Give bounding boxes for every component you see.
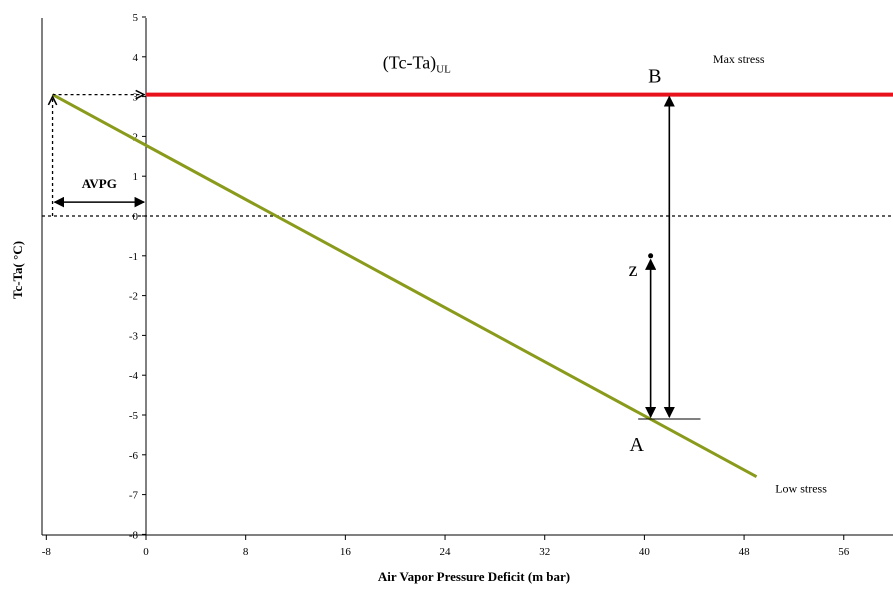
- low-stress-label: Low stress: [775, 482, 827, 496]
- y-tick-label: 2: [133, 131, 139, 143]
- y-tick-label: -7: [129, 490, 139, 502]
- upper-limit-label: (Tc-Ta)UL: [383, 53, 451, 76]
- series-non-stressed-baseline: [51, 93, 758, 479]
- y-tick-label: -4: [129, 370, 139, 382]
- x-tick-label: 40: [639, 546, 651, 558]
- x-axis-title: Air Vapor Pressure Deficit (m bar): [378, 569, 570, 584]
- annotations: AVPG (Tc-Ta)UL Max stress Low stress B Az: [53, 52, 827, 496]
- point-a-label: A: [629, 434, 644, 456]
- y-axis-title: Tc-Ta( °C): [10, 241, 25, 299]
- point-b-label: B: [648, 66, 661, 88]
- point-z-dot: [648, 253, 654, 259]
- y-tick-label: 0: [133, 211, 139, 223]
- x-tick-label: 16: [340, 546, 352, 558]
- x-tick-label: 24: [440, 546, 452, 558]
- x-tick-label: 8: [243, 546, 249, 558]
- y-tick-label: 5: [133, 12, 139, 24]
- max-stress-label: Max stress: [713, 52, 765, 66]
- point-z-label: z: [629, 259, 638, 281]
- y-tick-label: -5: [129, 410, 139, 422]
- y-tick-label: -2: [129, 291, 138, 303]
- series: [51, 92, 893, 479]
- upper-limit-subscript: UL: [436, 64, 451, 76]
- y-tick-label: -6: [129, 450, 139, 462]
- y-tick-label: -3: [129, 330, 139, 342]
- x-tick-label: 32: [539, 546, 550, 558]
- x-tick-label: 48: [739, 546, 751, 558]
- x-tick-label: 0: [143, 546, 149, 558]
- y-tick-label: -1: [129, 251, 138, 263]
- x-tick-label: -8: [42, 546, 52, 558]
- y-tick-label: 3: [133, 92, 139, 104]
- y-tick-label: -8: [129, 529, 139, 541]
- y-tick-label: 4: [133, 52, 139, 64]
- x-tick-label: 56: [838, 546, 850, 558]
- avpg-label: AVPG: [82, 176, 117, 191]
- y-tick-label: 1: [133, 171, 139, 183]
